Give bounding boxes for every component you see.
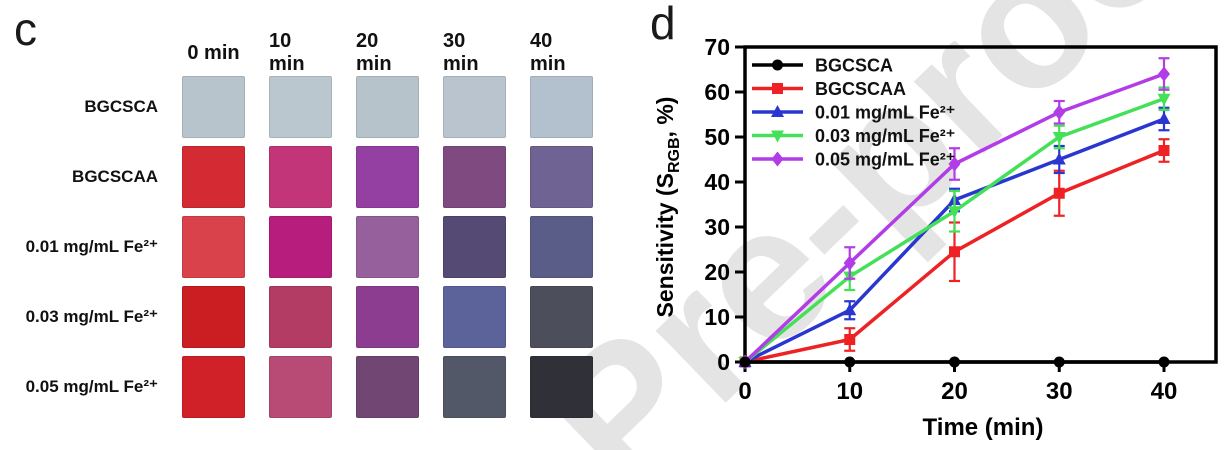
- swatch-row1-col3: [443, 146, 506, 208]
- x-axis-title: Time (min): [922, 414, 1044, 441]
- swatch-row3-col0: [182, 286, 245, 348]
- legend-label: BGCSCAA: [815, 79, 906, 99]
- data-point-marker: [844, 334, 856, 345]
- data-point-marker: [771, 151, 784, 167]
- y-axis-title-sub: RGB: [665, 137, 683, 174]
- panel-d-label: d: [650, 0, 676, 49]
- data-point-marker: [1158, 356, 1170, 368]
- swatch-row3-col3: [443, 286, 506, 348]
- data-point-marker: [948, 206, 961, 219]
- swatch-row2-col3: [443, 216, 506, 278]
- column-header-1: 10 min: [269, 30, 305, 75]
- data-point-marker: [948, 156, 961, 172]
- data-point-marker: [771, 130, 784, 143]
- data-point-marker: [1158, 66, 1170, 82]
- data-point-marker: [772, 83, 783, 94]
- data-point-marker: [949, 246, 960, 258]
- x-tick-label: 40: [1151, 378, 1178, 405]
- swatch-row3-col1: [269, 286, 332, 348]
- y-tick-label: 60: [704, 79, 730, 105]
- swatch-row0-col2: [356, 76, 419, 138]
- y-tick-label: 70: [704, 34, 730, 60]
- swatch-row4-col3: [443, 356, 506, 418]
- series-0: [739, 356, 1170, 368]
- swatch-row2-col4: [530, 216, 593, 278]
- y-tick-label: 40: [704, 169, 730, 195]
- swatch-row1-col4: [530, 146, 593, 208]
- data-point-marker: [1158, 145, 1170, 156]
- swatch-row2-col0: [182, 216, 245, 278]
- swatch-row2-col2: [356, 216, 419, 278]
- series-4: [739, 57, 1170, 370]
- sensitivity-chart: 0 10 20 30 40 50 60 70 0 10 20 30 40 BGCSCA BGCSCAA 0.0…: [704, 34, 1218, 405]
- legend-item-0: BGCSCA: [752, 56, 893, 76]
- row-label-1: BGCSCAA: [72, 167, 158, 187]
- data-point-marker: [1053, 104, 1066, 120]
- legend-item-1: BGCSCAA: [752, 79, 906, 99]
- swatch-row1-col1: [269, 146, 332, 208]
- swatch-row4-col2: [356, 356, 419, 418]
- y-tick-label: 10: [704, 304, 730, 330]
- row-label-4: 0.05 mg/mL Fe²⁺: [25, 377, 158, 397]
- swatch-row0-col1: [269, 76, 332, 138]
- panel-c-label: c: [14, 3, 37, 55]
- data-point-marker: [771, 105, 784, 117]
- y-tick-label: 20: [704, 259, 730, 285]
- data-point-marker: [1053, 356, 1065, 368]
- colorimetric-grid: 0 min 10 min 20 min 30 min 40 min BGCSCA BGCSC…: [8, 30, 593, 418]
- data-point-marker: [949, 356, 960, 368]
- y-tick-label: 50: [704, 124, 730, 150]
- row-label-3: 0.03 mg/mL Fe²⁺: [25, 307, 158, 327]
- panel-d: d 0 10 20 30 40 50 60 70 0 10 20 30 40 BGCSCA BGCSCAA 0…: [640, 0, 1228, 450]
- swatch-row0-col0: [182, 76, 245, 138]
- data-point-marker: [843, 255, 856, 271]
- swatch-row2-col1: [269, 216, 332, 278]
- data-point-marker: [739, 356, 751, 368]
- swatch-row4-col0: [182, 356, 245, 418]
- swatch-row1-col2: [356, 146, 419, 208]
- legend-item-3: 0.03 mg/mL Fe²⁺: [752, 126, 955, 146]
- grid-corner-spacer: [8, 38, 158, 68]
- swatch-row0-col4: [530, 76, 593, 138]
- legend-label: BGCSCA: [815, 56, 893, 76]
- legend-item-2: 0.01 mg/mL Fe²⁺: [752, 103, 955, 123]
- swatch-row3-col4: [530, 286, 593, 348]
- column-header-0: 0 min: [187, 41, 240, 64]
- swatch-row0-col3: [443, 76, 506, 138]
- y-axis-title-post: , %): [652, 96, 679, 138]
- legend-label: 0.01 mg/mL Fe²⁺: [815, 103, 955, 123]
- legend-item-4: 0.05 mg/mL Fe²⁺: [752, 150, 955, 170]
- x-tick-label: 30: [1046, 378, 1073, 405]
- data-point-marker: [1052, 132, 1066, 144]
- series-1: [739, 138, 1170, 368]
- x-tick-label: 0: [738, 378, 751, 405]
- y-tick-label: 30: [704, 214, 730, 240]
- data-point-marker: [1053, 187, 1065, 199]
- row-label-0: BGCSCA: [84, 97, 158, 117]
- data-point-marker: [1052, 152, 1066, 165]
- column-header-4: 40 min: [530, 30, 566, 75]
- x-tick-label: 10: [836, 378, 863, 405]
- y-axis-title-pre: Sensitivity (S: [652, 173, 679, 318]
- swatch-row3-col2: [356, 286, 419, 348]
- legend-label: 0.03 mg/mL Fe²⁺: [815, 126, 955, 146]
- data-point-marker: [844, 356, 856, 368]
- y-axis-title: Sensitivity (SRGB, %): [652, 97, 684, 318]
- swatch-row4-col4: [530, 356, 593, 418]
- data-point-marker: [1157, 93, 1171, 106]
- panel-c: c 0 min 10 min 20 min 30 min 40 min BGCSCA BGC…: [8, 3, 593, 418]
- legend-label: 0.05 mg/mL Fe²⁺: [815, 150, 955, 170]
- data-point-marker: [772, 59, 783, 71]
- swatch-row1-col0: [182, 146, 245, 208]
- data-point-marker: [1157, 112, 1171, 124]
- x-tick-label: 20: [941, 378, 968, 405]
- row-label-2: 0.01 mg/mL Fe²⁺: [25, 237, 158, 257]
- swatch-row4-col1: [269, 356, 332, 418]
- column-header-3: 30 min: [443, 30, 479, 75]
- y-tick-label: 0: [717, 349, 730, 375]
- column-header-2: 20 min: [356, 30, 392, 75]
- data-point-marker: [843, 303, 857, 316]
